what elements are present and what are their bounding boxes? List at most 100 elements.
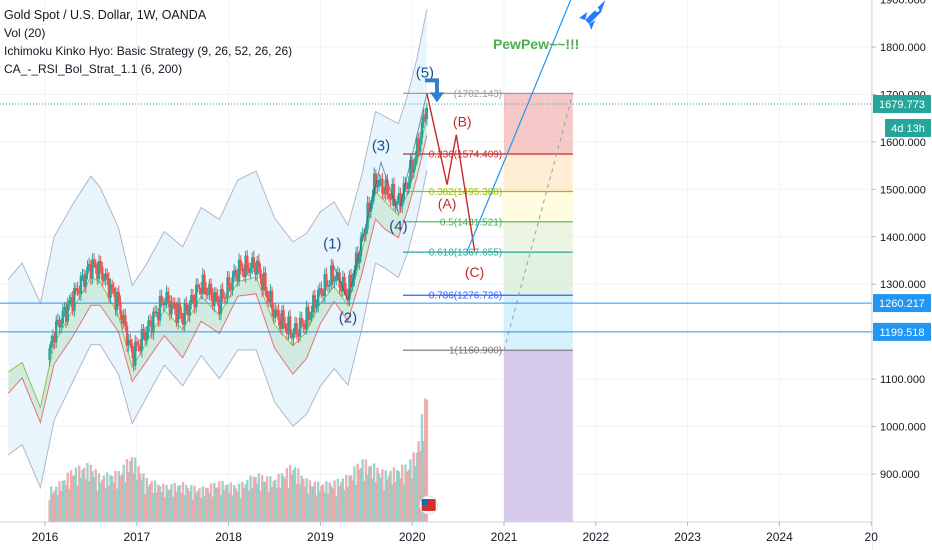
candle-body (216, 295, 219, 303)
candle-body (97, 260, 101, 280)
hline-badge-1-bg (873, 294, 931, 313)
x-tick-label: 20 (865, 530, 879, 544)
volume-bar (48, 500, 51, 522)
volume-bar (358, 469, 361, 522)
volume-bar (364, 459, 368, 522)
candle-body (171, 302, 175, 304)
volume-bar (379, 477, 382, 522)
candle-body (369, 204, 373, 212)
candle-body (241, 268, 244, 272)
candle-body (377, 179, 381, 187)
candle-body (135, 341, 139, 345)
candle-body (290, 334, 293, 339)
volume-bar (307, 494, 310, 522)
candle-body (58, 319, 61, 328)
fib-zone (504, 295, 573, 351)
candle-body (307, 306, 310, 320)
candle-body (361, 234, 364, 238)
x-tick-label: 2024 (766, 530, 793, 544)
candle-body (326, 285, 330, 287)
countdown-badge-bg (885, 118, 931, 137)
elliott-wave-label: (1) (323, 235, 341, 252)
candle-body (59, 323, 63, 328)
volume-bar (369, 465, 373, 522)
volume-bar (424, 398, 427, 522)
candle-body (318, 288, 321, 291)
y-tick-label: 1100.000 (880, 374, 925, 386)
volume-bar (71, 475, 74, 522)
volume-bar (89, 464, 92, 522)
volume-bar (61, 480, 64, 522)
volume-bar (101, 479, 104, 522)
candle-body (226, 277, 229, 298)
volume-bar (140, 479, 144, 522)
volume-bar (392, 467, 396, 522)
volume-bar (204, 487, 208, 522)
candle-body (170, 302, 173, 315)
volume-bar (195, 492, 198, 522)
volume-bar (374, 482, 378, 522)
candle-body (346, 295, 350, 300)
candle-body (234, 270, 237, 275)
candle-body (107, 278, 111, 298)
candle-body (323, 274, 326, 297)
volume-bar (346, 487, 350, 522)
volume-bar (318, 491, 321, 522)
legend-ichimoku[interactable]: Ichimoku Kinko Hyo: Basic Strategy (9, 2… (4, 44, 293, 58)
volume-bar (349, 475, 353, 522)
volume-bar (316, 481, 320, 522)
volume-bar (366, 474, 369, 522)
candle-body (351, 279, 354, 288)
volume-bar (109, 475, 112, 522)
legend-vol[interactable]: Vol (20) (4, 26, 46, 40)
volume-bar (320, 485, 323, 522)
volume-bar (219, 495, 223, 522)
volume-bar (333, 480, 336, 522)
candle-body (162, 301, 165, 306)
candle-body (331, 265, 335, 282)
volume-bar (412, 452, 415, 522)
volume-bar (336, 478, 340, 522)
candle-body (288, 316, 292, 335)
volume-bar (69, 470, 73, 522)
volume-bar (348, 475, 351, 522)
candle-body (206, 294, 209, 296)
candle-body (424, 114, 427, 120)
volume-bar (150, 481, 153, 522)
price-badge-bg (873, 94, 931, 113)
candle-body (384, 179, 387, 195)
legend-title[interactable]: Gold Spot / U.S. Dollar, 1W, OANDA (4, 8, 207, 22)
volume-bar (335, 496, 338, 522)
candle-body (285, 328, 289, 334)
y-tick-label: 1500.000 (880, 184, 926, 196)
candle-body (148, 320, 152, 322)
candle-body (295, 323, 298, 334)
volume-bar (287, 488, 290, 522)
legend-rsi[interactable]: CA_-_RSI_Bol_Strat_1.1 (6, 200) (4, 62, 183, 76)
volume-bar (175, 491, 178, 522)
candle-body (196, 284, 200, 288)
volume-bar (157, 484, 160, 522)
volume-bar (196, 490, 200, 522)
candle-body (114, 292, 117, 311)
bollinger-upper (7, 9, 428, 305)
pewpew-annotation: PewPew~~!!! (493, 36, 579, 52)
candle-body (313, 295, 317, 308)
candle-body (265, 290, 269, 298)
volume-bar (239, 497, 242, 522)
candle-body (199, 288, 203, 295)
candle-body (386, 179, 389, 194)
candle-body (160, 295, 163, 302)
volume-bar (340, 482, 343, 522)
volume-bar (384, 470, 387, 522)
y-tick-label: 1900.000 (880, 0, 926, 7)
candle-body (277, 309, 280, 321)
volume-bar (236, 491, 239, 522)
candle-body (257, 260, 261, 270)
candle-body (91, 259, 94, 279)
volume-bar (134, 457, 137, 522)
volume-bar (84, 479, 88, 522)
candle-body (213, 292, 216, 307)
fib-label: 0.236(1574.409) (429, 149, 502, 160)
